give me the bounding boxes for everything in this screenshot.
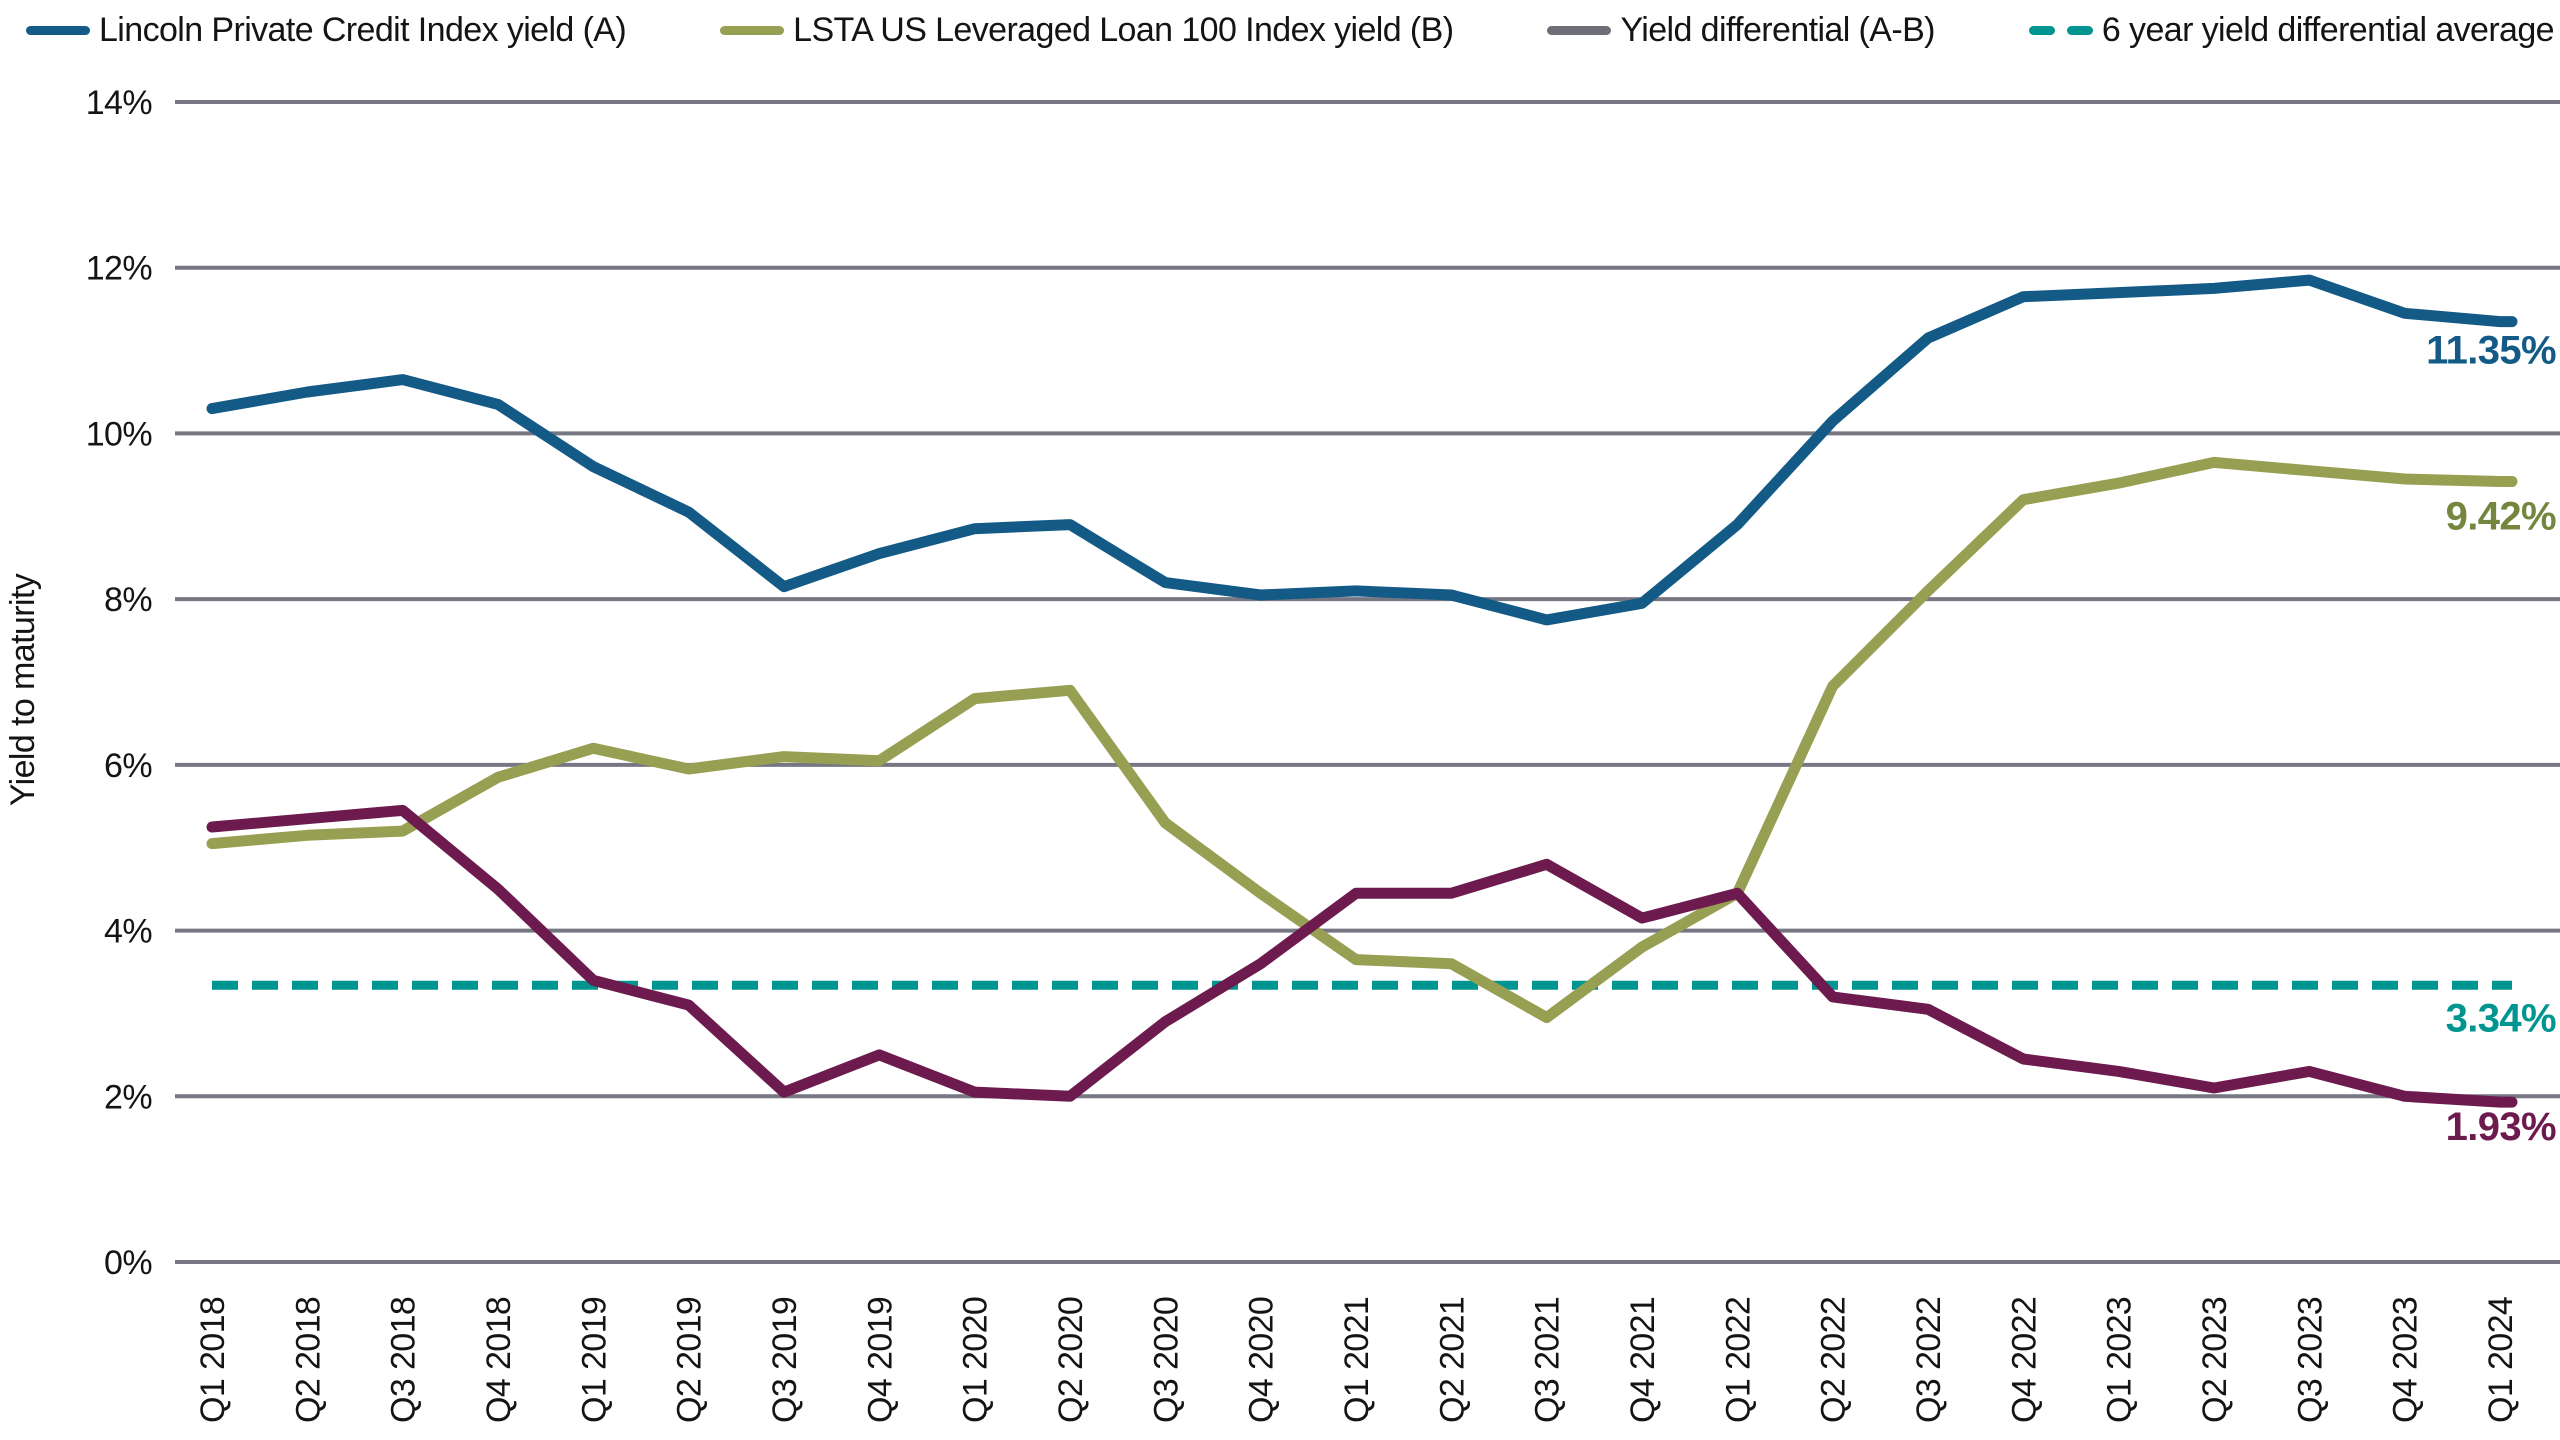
x-tick-label: Q3 2020: [1147, 1297, 1185, 1423]
legend-item-lsta-index: LSTA US Leveraged Loan 100 Index yield (…: [720, 10, 1454, 50]
x-tick-label: Q2 2023: [2196, 1297, 2234, 1423]
x-tick-label: Q3 2022: [1910, 1297, 1948, 1423]
legend-item-differential-average: 6 year yield differential average: [2028, 10, 2555, 50]
legend-label-differential-average: 6 year yield differential average: [2101, 10, 2555, 49]
end-label-lsta-index: 9.42%: [2446, 494, 2556, 538]
y-tick-label: 6%: [104, 747, 152, 785]
legend-item-lincoln-index: Lincoln Private Credit Index yield (A): [26, 10, 627, 50]
x-tick-label: Q1 2018: [194, 1297, 232, 1423]
y-tick-label: 2%: [104, 1078, 152, 1116]
gridlines: [175, 100, 2560, 1264]
y-tick-label: 0%: [104, 1244, 152, 1282]
x-tick-label: Q1 2021: [1338, 1297, 1376, 1423]
x-tick-label: Q3 2018: [385, 1297, 423, 1423]
legend-swatch-bar: [1547, 25, 1612, 35]
x-tick-label: Q4 2018: [480, 1297, 518, 1423]
legend-swatch-bar: [720, 25, 785, 35]
x-tick-label: Q1 2023: [2101, 1297, 2139, 1423]
chart-legend: Lincoln Private Credit Index yield (A) L…: [26, 8, 2555, 52]
legend-swatch-lsta-index: [720, 25, 785, 35]
x-tick-label: Q2 2021: [1433, 1297, 1471, 1423]
legend-item-yield-differential: Yield differential (A-B): [1547, 10, 1935, 50]
x-tick-label: Q4 2020: [1243, 1297, 1281, 1423]
y-tick-label: 4%: [104, 913, 152, 951]
end-label-average: 3.34%: [2446, 996, 2556, 1040]
x-tick-label: Q4 2021: [1624, 1297, 1662, 1423]
x-tick-label: Q1 2024: [2482, 1297, 2520, 1423]
legend-label-lincoln-index: Lincoln Private Credit Index yield (A): [99, 10, 627, 49]
x-tick-label: Q1 2020: [957, 1297, 995, 1423]
legend-swatch-bar: [2066, 25, 2093, 35]
end-label-yield-differential: 1.93%: [2446, 1105, 2556, 1149]
legend-swatch-bar: [26, 25, 90, 35]
legend-label-lsta-index: LSTA US Leveraged Loan 100 Index yield (…: [793, 10, 1454, 49]
legend-swatch-bar: [2028, 25, 2055, 35]
x-tick-label: Q2 2020: [1052, 1297, 1090, 1423]
legend-swatch-differential-average: [2028, 25, 2093, 35]
x-tick-label: Q3 2023: [2291, 1297, 2329, 1423]
series-line-lsta-index: [206, 456, 2518, 1024]
x-tick-label: Q4 2023: [2387, 1297, 2425, 1423]
y-tick-label: 8%: [104, 581, 152, 619]
x-tick-label: Q2 2018: [289, 1297, 327, 1423]
y-tick-label: 14%: [86, 84, 153, 122]
end-value-labels: 11.35% 9.42% 1.93% 3.34%: [2426, 329, 2556, 1150]
x-tick-label: Q4 2019: [861, 1297, 899, 1423]
y-tick-label: 10%: [86, 415, 153, 453]
x-tick-label: Q2 2019: [671, 1297, 709, 1423]
x-tick-label: Q1 2019: [575, 1297, 613, 1423]
legend-label-yield-differential: Yield differential (A-B): [1620, 10, 1935, 49]
x-tick-label: Q3 2019: [766, 1297, 804, 1423]
series-line-yield-differential: [206, 804, 2518, 1108]
x-tick-label: Q3 2021: [1529, 1297, 1567, 1423]
x-tick-label: Q2 2022: [1815, 1297, 1853, 1423]
series-line-lincoln-index: [206, 274, 2518, 626]
y-tick-label: 12%: [86, 250, 153, 288]
x-tick-label: Q1 2022: [1719, 1297, 1757, 1423]
x-tick-label: Q4 2022: [2005, 1297, 2043, 1423]
legend-swatch-lincoln-index: [26, 25, 90, 35]
end-label-lincoln-index: 11.35%: [2426, 329, 2556, 373]
y-axis-tick-labels: 0% 2% 4% 6% 8% 10% 12% 14%: [86, 84, 153, 1282]
legend-swatch-yield-differential: [1547, 25, 1612, 35]
x-axis-tick-labels: Q1 2018 Q2 2018 Q3 2018 Q4 2018 Q1 2019 Q2 20…: [194, 1297, 2520, 1423]
y-axis-title: Yield to maturity: [4, 573, 42, 806]
